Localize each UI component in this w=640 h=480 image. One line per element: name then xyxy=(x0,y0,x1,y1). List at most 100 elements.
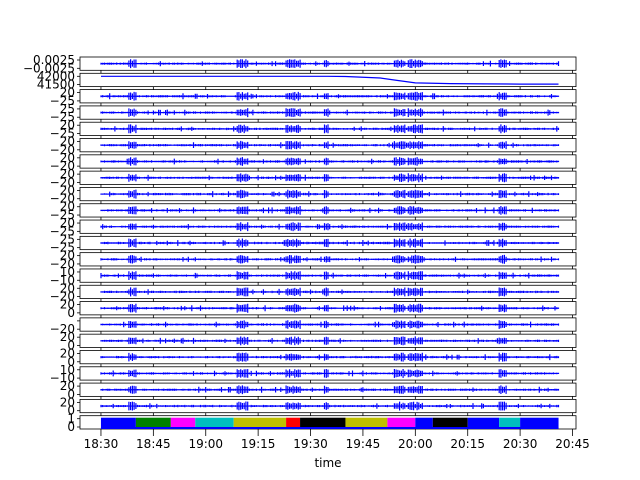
y-tick-label: 20 xyxy=(60,346,75,360)
x-axis-label: time xyxy=(314,456,341,470)
panel-5: 20−25 xyxy=(50,118,577,141)
signal-trace xyxy=(100,59,560,69)
y-tick-label: 20 xyxy=(60,298,75,312)
signal-trace xyxy=(100,157,560,166)
y-tick-label: −20 xyxy=(50,175,75,189)
x-tick-label: 20:45 xyxy=(555,437,590,451)
signal-trace xyxy=(100,124,560,134)
panel-11: 20−25 xyxy=(50,216,577,238)
state-segment xyxy=(170,417,196,429)
panel-18: 200 xyxy=(60,330,577,352)
signal-trace xyxy=(100,352,560,362)
y-tick-label: 20 xyxy=(60,249,75,263)
signal-trace xyxy=(100,369,560,378)
y-tick-label: 20 xyxy=(60,216,75,230)
panel-13: 20−20 xyxy=(50,249,577,271)
y-tick-label: −10 xyxy=(50,273,75,287)
drift-trace xyxy=(101,75,559,85)
state-segment xyxy=(233,417,287,429)
y-tick-label: 10 xyxy=(60,363,75,377)
y-tick-label: 20 xyxy=(60,330,75,344)
x-tick-label: 19:30 xyxy=(293,437,328,451)
panel-stack: 0.0025−0.0025420004150020−2525−2520−2520… xyxy=(23,53,577,434)
y-tick-label: −20 xyxy=(50,159,75,173)
x-tick-label: 19:00 xyxy=(188,437,223,451)
y-tick-label: 20 xyxy=(60,281,75,295)
panel-19: 200 xyxy=(60,346,577,369)
y-tick-label: 25 xyxy=(60,102,75,116)
state-segment xyxy=(467,417,500,429)
panel-4: 25−25 xyxy=(50,102,577,124)
panel-15: 20−20 xyxy=(50,281,577,304)
signal-trace xyxy=(100,303,560,313)
y-tick-label: 0 xyxy=(67,338,75,352)
panel-8: 20−20 xyxy=(50,167,577,189)
signal-trace xyxy=(100,108,560,118)
signal-trace xyxy=(100,401,560,411)
y-tick-label: 0 xyxy=(67,420,75,434)
y-tick-label: −10 xyxy=(50,371,75,385)
signal-trace xyxy=(100,336,560,346)
panel-10: 20−25 xyxy=(50,200,577,222)
y-tick-label: −25 xyxy=(50,94,75,108)
panel-9: 20−20 xyxy=(50,183,577,206)
panel-14: 10−10 xyxy=(50,265,577,287)
y-tick-label: 1 xyxy=(67,412,75,426)
y-tick-label: −25 xyxy=(50,110,75,124)
state-segment xyxy=(387,417,416,429)
signal-trace xyxy=(100,254,560,264)
panel-16: 200 xyxy=(60,298,577,320)
y-tick-label: 20 xyxy=(60,167,75,181)
y-tick-label: −20 xyxy=(50,322,75,336)
state-segment xyxy=(499,417,521,429)
signal-trace xyxy=(100,91,560,101)
y-tick-label: 20 xyxy=(60,183,75,197)
x-tick-label: 20:30 xyxy=(503,437,538,451)
panel-23: 10 xyxy=(67,412,577,434)
signal-trace xyxy=(100,206,560,215)
y-tick-label: −25 xyxy=(50,224,75,238)
y-tick-label: 0 xyxy=(67,387,75,401)
x-tick-label: 18:45 xyxy=(136,437,171,451)
panel-frame xyxy=(79,72,577,88)
y-tick-label: 0.0025 xyxy=(33,53,75,67)
signal-trace xyxy=(100,385,560,395)
x-tick-label: 20:00 xyxy=(398,437,433,451)
y-tick-label: 0 xyxy=(67,306,75,320)
y-tick-label: −20 xyxy=(50,143,75,157)
state-segment xyxy=(345,417,388,429)
x-tick-label: 19:45 xyxy=(346,437,381,451)
signal-trace xyxy=(100,287,560,297)
x-tick-label: 20:15 xyxy=(450,437,485,451)
y-tick-label: 20 xyxy=(60,379,75,393)
panel-3: 20−25 xyxy=(50,86,577,108)
y-tick-label: 10 xyxy=(60,265,75,279)
y-tick-label: 20 xyxy=(60,151,75,165)
y-tick-label: −25 xyxy=(50,127,75,141)
y-tick-label: −20 xyxy=(50,192,75,206)
panel-7: 20−20 xyxy=(50,151,577,173)
x-tick-label: 18:30 xyxy=(84,437,119,451)
panel-22: 200 xyxy=(60,395,577,418)
y-tick-label: 0 xyxy=(67,355,75,369)
y-tick-label: 42000 xyxy=(37,69,75,83)
state-segment xyxy=(520,417,559,429)
signal-trace xyxy=(100,271,560,280)
panel-17: −20 xyxy=(50,317,577,336)
y-tick-label: −20 xyxy=(50,257,75,271)
signal-trace xyxy=(100,189,560,199)
y-tick-label: 20 xyxy=(60,395,75,409)
x-axis: 18:30 18:45 19:00 19:15 19:30 19:45 20:00 20:15… xyxy=(84,432,590,451)
state-segment xyxy=(432,417,468,429)
panel-6: 20−20 xyxy=(50,135,577,157)
state-segment xyxy=(300,417,346,429)
state-segment xyxy=(286,417,301,429)
y-tick-label: 41500 xyxy=(37,78,75,92)
signal-trace xyxy=(100,238,560,248)
x-tick-label: 19:15 xyxy=(241,437,276,451)
panel-21: 200 xyxy=(60,379,577,401)
state-segment xyxy=(195,417,234,429)
y-tick-label: 20 xyxy=(60,86,75,100)
